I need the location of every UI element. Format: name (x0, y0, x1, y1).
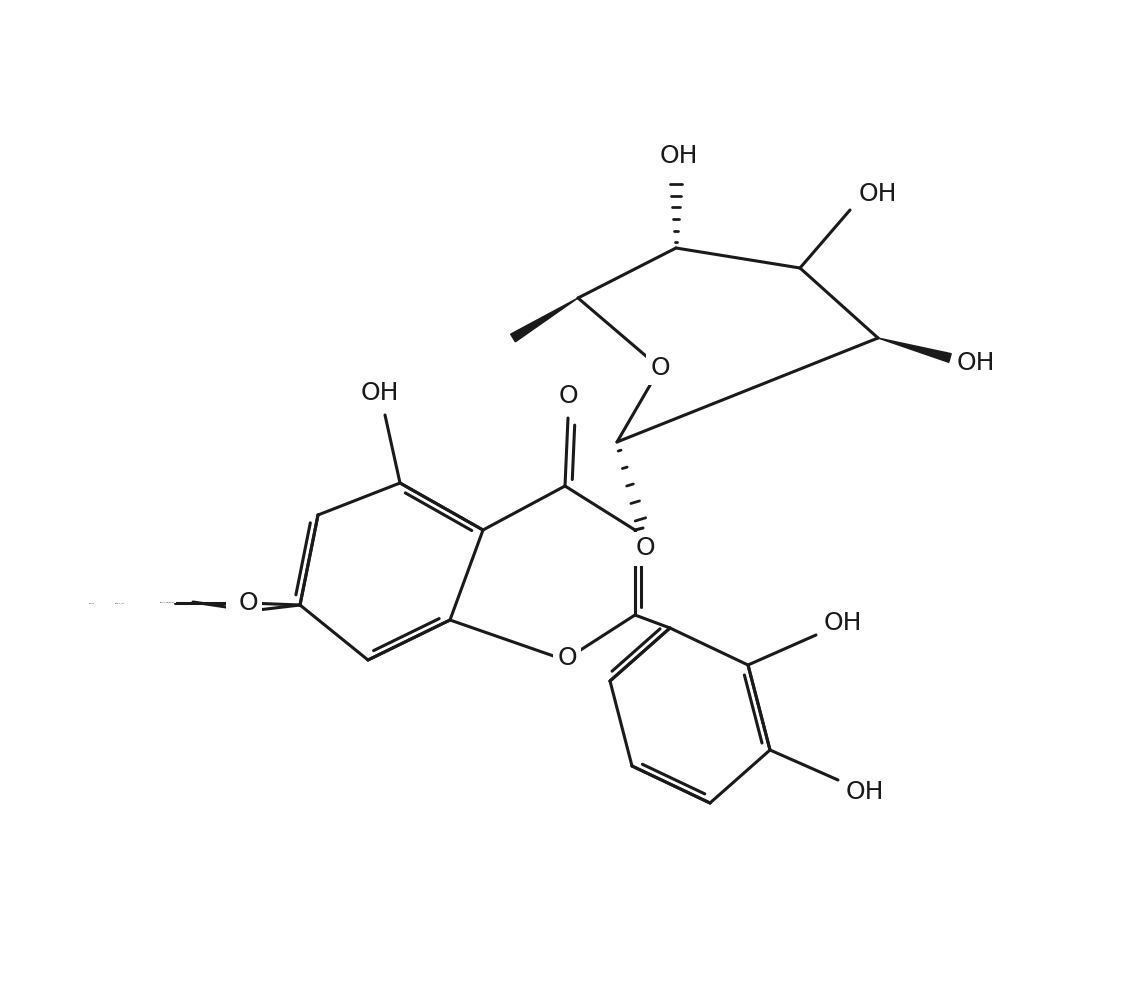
Text: OH: OH (824, 611, 862, 635)
Text: O: O (557, 652, 576, 676)
Text: O: O (558, 384, 578, 408)
Text: O: O (238, 591, 258, 615)
Text: OH: OH (957, 351, 995, 375)
Text: methoxy: methoxy (89, 602, 95, 604)
Text: O: O (238, 591, 258, 615)
Polygon shape (878, 338, 951, 362)
Text: OH: OH (361, 381, 399, 405)
Text: O: O (238, 591, 258, 615)
Text: O: O (650, 356, 669, 380)
Text: O: O (557, 646, 576, 670)
Text: O: O (635, 536, 654, 560)
Text: methoxy_placeholder: methoxy_placeholder (160, 601, 175, 603)
Text: O: O (236, 598, 256, 622)
Text: OH: OH (660, 144, 698, 168)
Polygon shape (511, 298, 578, 342)
Text: O: O (635, 538, 654, 562)
Text: O: O (230, 598, 250, 622)
Text: methoxy_text: methoxy_text (115, 602, 125, 604)
Text: OH: OH (858, 182, 897, 206)
Text: OH: OH (846, 780, 885, 804)
